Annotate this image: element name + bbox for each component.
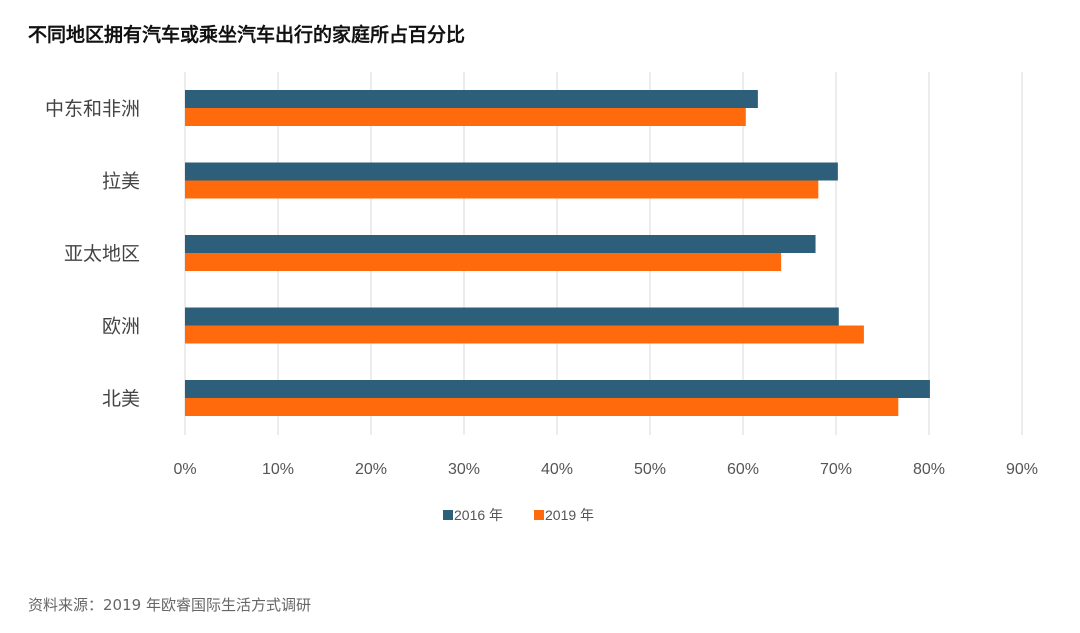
x-tick-label: 80% [913,461,945,478]
chart-title: 不同地区拥有汽车或乘坐汽车出行的家庭所占百分比 [28,24,466,46]
x-tick-label: 20% [355,461,387,478]
x-tick-label: 60% [727,461,759,478]
category-label: 欧洲 [102,316,140,338]
bar-2016 [185,90,758,108]
legend-swatch [534,510,544,520]
legend-label: 2016 年 [454,507,503,523]
bar-2016 [185,235,816,253]
bar-2016 [185,307,839,326]
category-label: 中东和非洲 [45,98,140,120]
legend-swatch [443,510,453,520]
category-label: 拉美 [102,171,140,193]
bar-2016 [185,380,930,398]
bar-2019 [185,180,819,199]
x-tick-label: 50% [634,461,666,478]
bar-2019 [185,253,782,271]
x-tick-label: 10% [262,461,294,478]
bar-2019 [185,108,746,126]
bar-2019 [185,398,899,416]
x-tick-label: 70% [820,461,852,478]
category-label: 北美 [102,388,140,410]
category-label: 亚太地区 [64,243,140,265]
bar-2019 [185,325,864,344]
x-tick-label: 40% [541,461,573,478]
source-note: 资料来源：2019 年欧睿国际生活方式调研 [28,596,311,614]
legend-label: 2019 年 [545,507,594,523]
x-tick-label: 90% [1006,461,1038,478]
x-tick-label: 0% [173,461,196,478]
x-tick-label: 30% [448,461,480,478]
bar-2016 [185,162,838,181]
